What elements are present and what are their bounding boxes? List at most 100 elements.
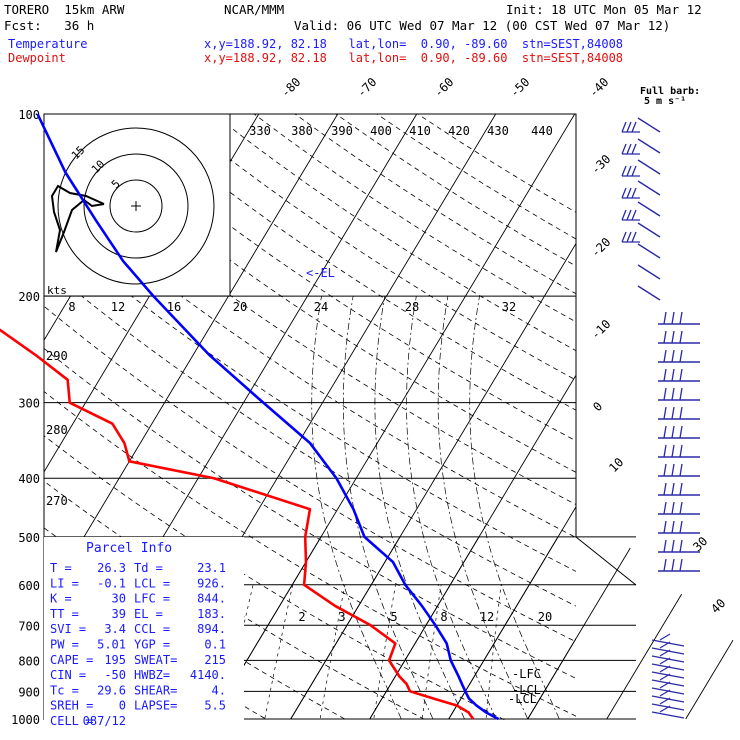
parcel-row-key2: HWBZ=	[134, 668, 170, 682]
isotherm-label: -10	[588, 317, 613, 342]
wind-barb-feather	[659, 665, 671, 673]
parcel-row-key2: Td =	[134, 561, 163, 575]
wind-barb-flag	[621, 165, 627, 177]
dry-adiabat-line	[294, 114, 576, 295]
wind-barb	[637, 117, 661, 133]
parcel-row-key2: LAPSE=	[134, 699, 177, 713]
parcel-info-panel: Parcel Info T = 26.3 Td = 23.1 LI = -0.1 LCL = 9…	[44, 537, 244, 728]
wind-barb-flag	[626, 143, 632, 155]
el-marker: <-EL	[306, 266, 335, 280]
theta-e-label: 24	[314, 300, 328, 314]
isotherm-label: -70	[354, 75, 379, 100]
wind-barb-feather	[659, 633, 671, 641]
dry-adiabat-line	[49, 114, 576, 473]
parcel-row-key2: EL =	[134, 607, 163, 621]
wind-barb-feather	[679, 558, 683, 572]
plot-frame-slant	[575, 536, 637, 586]
pressure-tick-label: 300	[18, 397, 40, 411]
parcel-row-key: CAPE =	[50, 653, 93, 667]
wind-barb-feather	[679, 463, 683, 477]
isotherm-line	[607, 114, 740, 719]
wind-barb-feather	[663, 368, 667, 382]
parcel-row-value: 3.4	[104, 622, 126, 636]
parcel-row-key: SVI =	[50, 622, 86, 636]
wind-barb-staff	[651, 711, 685, 719]
mixing-ratio-label: 8	[440, 610, 447, 624]
temperature-legend: Temperature	[8, 37, 88, 51]
hodograph-ring	[57, 127, 215, 285]
isotherm-line	[527, 537, 740, 720]
parcel-row-key: SREH =	[50, 699, 93, 713]
isotherm-line	[685, 537, 740, 720]
pressure-tick-label: 800	[18, 654, 40, 668]
parcel-row-value: 26.3	[97, 561, 126, 575]
wind-barb-feather	[679, 368, 683, 382]
wind-barb-flag	[626, 231, 632, 243]
mixing-ratio-label: 5	[390, 610, 397, 624]
theta-e-label: 32	[502, 300, 516, 314]
wind-barb	[637, 138, 661, 154]
theta-label: 390	[331, 124, 353, 138]
wind-barb-feather	[679, 349, 683, 363]
isotherm-label: 10	[606, 455, 626, 475]
parcel-row-value: -0.1	[97, 576, 126, 590]
parcel-row-key2: LFC =	[134, 592, 170, 606]
wind-barb-feather	[663, 444, 667, 458]
pressure-tick-label: 600	[18, 579, 40, 593]
theta-e-label: 16	[167, 300, 181, 314]
isotherm-line	[448, 537, 740, 720]
isotherm-line	[211, 537, 576, 720]
dry-adiabat-label: 280	[46, 423, 68, 437]
wind-barb-feather	[663, 387, 667, 401]
lcl-marker: -LCL	[512, 683, 541, 697]
wind-barb-feather	[659, 657, 671, 665]
parcel-row-value2: 926.	[197, 576, 226, 590]
isotherm-line	[290, 537, 655, 720]
theta-label: 380	[291, 124, 313, 138]
hodograph-unit-label: kts	[47, 284, 67, 297]
wind-barb-feather	[671, 463, 675, 477]
wind-barb	[637, 180, 661, 196]
isotherm-label: -80	[278, 75, 303, 100]
mixing-ratio-label: 2	[298, 610, 305, 624]
parcel-row-key2: LCL =	[134, 576, 170, 590]
parcel-row-key: CIN =	[50, 668, 86, 682]
dry-adiabat-label: 290	[46, 349, 68, 363]
wind-barb-feather	[679, 501, 683, 515]
theta-label: 410	[409, 124, 431, 138]
parcel-row-value2: 844.	[197, 592, 226, 606]
wind-barb-feather	[671, 387, 675, 401]
parcel-row-value2: 183.	[197, 607, 226, 621]
hodograph-ring	[109, 179, 163, 233]
isotherm-label: 40	[708, 596, 728, 616]
dry-adiabat-line	[44, 264, 576, 607]
wind-barb-feather	[659, 649, 671, 657]
moist-adiabat-line	[469, 296, 560, 720]
wind-barb-feather	[671, 425, 675, 439]
wind-barb-flag	[631, 231, 637, 243]
wind-barb-feather	[671, 558, 675, 572]
parcel-row-key2: SHEAR=	[134, 683, 177, 697]
wind-barb-feather	[679, 444, 683, 458]
parcel-row-value: 087/12	[83, 714, 126, 728]
dewpoint-legend: Dewpoint	[8, 51, 66, 65]
wind-barb-feather	[663, 330, 667, 344]
parcel-row-key: LI =	[50, 576, 79, 590]
moist-adiabat-line	[342, 296, 434, 720]
dewpoint-profile	[0, 328, 475, 720]
temperature-location: x,y=188.92, 82.18 lat,lon= 0.90, -89.60 …	[204, 37, 624, 51]
wind-barb-feather	[671, 406, 675, 420]
wind-barb-flag	[626, 187, 632, 199]
mixing-ratio-line	[317, 584, 346, 720]
wind-barb-feather	[679, 387, 683, 401]
parcel-row-key: TT =	[50, 607, 79, 621]
wind-barb-feather	[659, 697, 671, 705]
mixing-ratio-line	[261, 584, 294, 720]
isotherm-line	[448, 506, 576, 720]
model-name: TORERO 15km ARW	[4, 2, 125, 17]
dry-adiabat-line	[44, 305, 576, 643]
wind-barb-flag	[621, 143, 627, 155]
parcel-row-value: 29.6	[97, 683, 126, 697]
